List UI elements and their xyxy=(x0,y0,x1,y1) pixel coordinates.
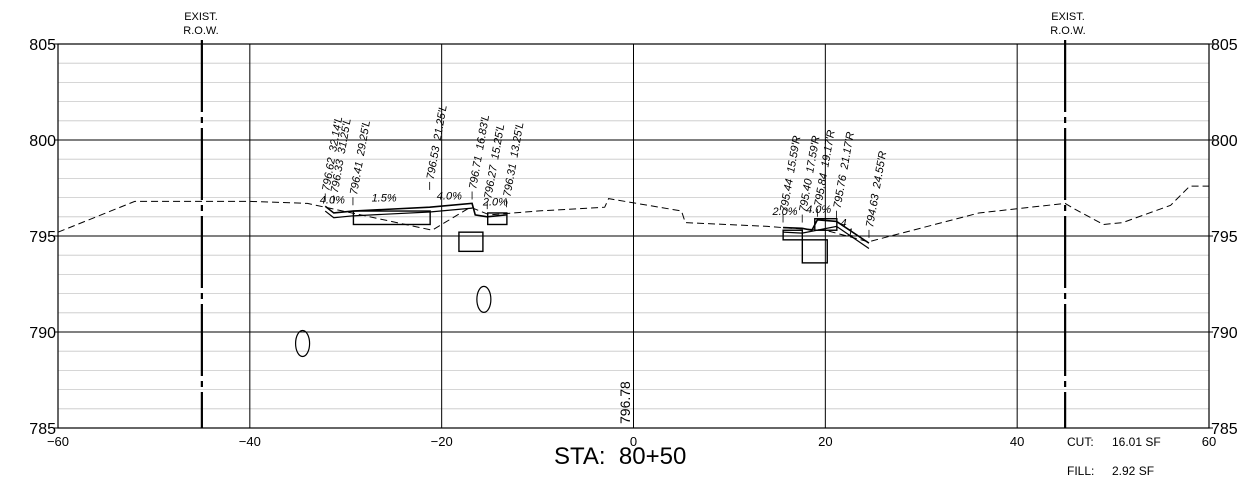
station-label: STA: 80+50 xyxy=(554,443,686,470)
grade-annotation: 2.0% xyxy=(482,196,508,208)
row-label-left-line2: R.O.W. xyxy=(183,25,218,37)
axis-labels: −60 −40 −20 0 20 40 60 805 805 800 800 795 795 790 790… xyxy=(29,37,1238,449)
drain-pipe xyxy=(476,285,492,313)
x-tick-label: 40 xyxy=(1010,434,1024,449)
grade-annotation: 4.0% xyxy=(437,191,462,203)
curb-structure xyxy=(487,212,508,226)
x-tick-label: −60 xyxy=(47,434,69,449)
proposed-subgrade-left xyxy=(324,207,473,219)
curb-structure xyxy=(782,229,804,241)
centerline-elevation: 796.78 xyxy=(617,381,633,424)
cut-label: CUT: xyxy=(1067,435,1094,449)
grade-annotation: 4.0% xyxy=(320,194,345,206)
existing-ground xyxy=(57,185,1209,243)
y-tick-label-right: 805 xyxy=(1211,37,1238,54)
grid xyxy=(57,43,1210,429)
curb-structure xyxy=(801,239,828,264)
row-label-left-line1: EXIST. xyxy=(184,11,218,23)
x-tick-label: 60 xyxy=(1202,434,1216,449)
grade-annotation: 1 xyxy=(847,227,853,239)
y-tick-label-left: 795 xyxy=(29,229,56,246)
fill-label: FILL: xyxy=(1067,464,1094,478)
fill-value: 2.92 SF xyxy=(1112,464,1154,478)
y-tick-label-right: 790 xyxy=(1211,325,1238,342)
curb-structure xyxy=(352,210,431,226)
drain-pipe xyxy=(294,329,311,358)
x-tick-label: −20 xyxy=(431,434,453,449)
point-label: 796.53 21.25'L xyxy=(425,104,450,180)
row-label-right-line1: EXIST. xyxy=(1051,11,1085,23)
x-tick-label: 0 xyxy=(630,434,637,449)
grade-annotation: 2.0% xyxy=(772,206,798,218)
proposed-surface-left xyxy=(324,202,507,218)
grade-annotation: 4.0% xyxy=(806,204,831,216)
y-tick-label-left: 790 xyxy=(29,325,56,342)
existing-ground-line xyxy=(57,185,1209,243)
frame xyxy=(54,43,1213,429)
y-tick-label-left: 805 xyxy=(29,37,56,54)
x-tick-label: −40 xyxy=(239,434,261,449)
cut-value: 16.01 SF xyxy=(1112,435,1161,449)
x-tick-label: 20 xyxy=(818,434,832,449)
row-label-right-line2: R.O.W. xyxy=(1050,25,1085,37)
y-tick-label-right: 800 xyxy=(1211,133,1238,150)
y-tick-label-left: 785 xyxy=(29,421,56,438)
y-tick-label-left: 800 xyxy=(29,133,56,150)
proposed-section: 4.0% 1.5% 4.0% 2.0% 2.0% 4.0% 41 xyxy=(294,191,870,358)
curb-structure xyxy=(814,218,838,231)
grade-annotation: 4 xyxy=(840,217,846,229)
grade-annotation: 1.5% xyxy=(372,192,397,204)
row-lines xyxy=(200,40,1067,428)
curb-structure xyxy=(458,231,484,253)
y-tick-label-right: 785 xyxy=(1211,421,1238,438)
y-tick-label-right: 795 xyxy=(1211,229,1238,246)
